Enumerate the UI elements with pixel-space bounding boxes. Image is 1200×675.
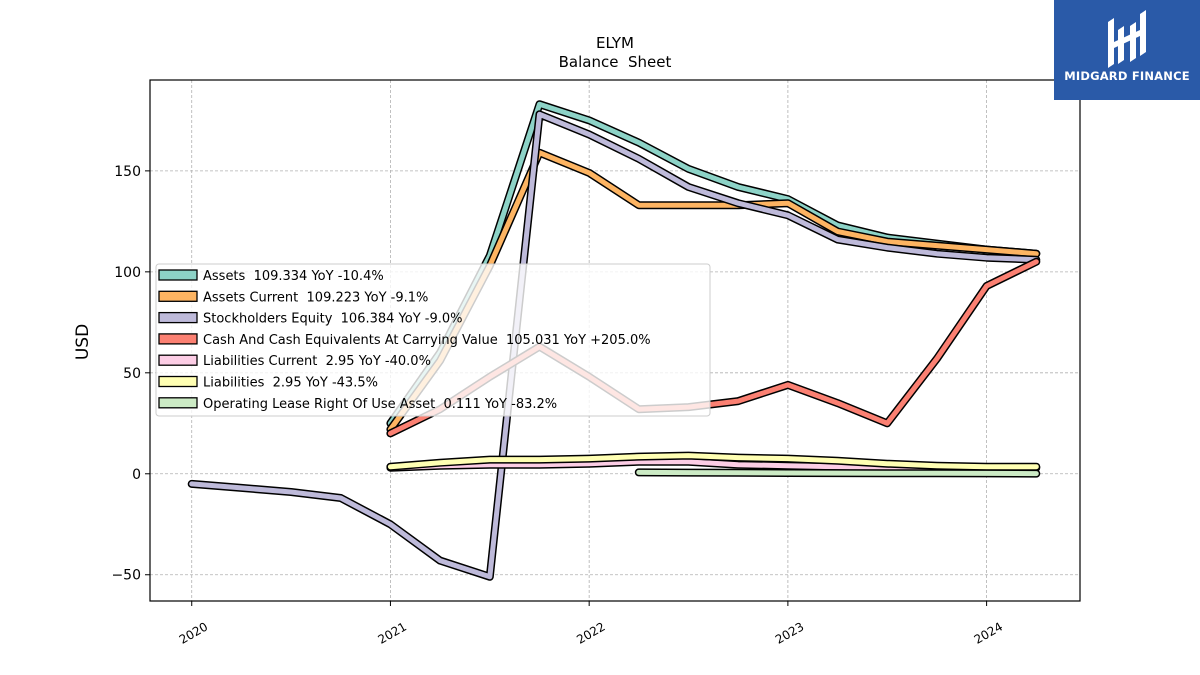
series-stroke [387,150,1039,432]
legend-label: Stockholders Equity 106.384 YoY -9.0% [203,312,463,327]
series-stroke [189,111,1039,580]
legend-swatch [158,397,198,409]
y-tick-label: 150 [114,164,141,180]
legend-label: Assets Current 109.223 YoY -9.1% [203,290,428,305]
brand-logo: MIDGARD FINANCE [1054,0,1200,100]
y-tick-label: 0 [132,467,141,483]
legend-swatch [158,290,198,302]
chart-title: ELYM [596,34,634,52]
x-tick-label: 2023 [773,619,806,646]
legend-box [155,263,711,417]
legend-swatch [158,311,198,324]
x-tick-label: 2021 [375,619,408,646]
legend-swatch [158,333,198,345]
series-line [386,451,1041,471]
y-tick-label: 50 [123,366,141,382]
series-line [634,468,1041,478]
plot-frame [149,79,1081,602]
series-group [187,100,1041,581]
series-stroke [387,453,1039,470]
x-tick-label: 2024 [972,619,1005,646]
y-tick-label: −50 [111,568,141,584]
legend-label: Assets 109.334 YoY -10.4% [203,269,384,284]
series-line [187,110,1041,581]
x-tick-label: 2020 [177,619,210,646]
y-axis-label: USD [73,324,93,360]
x-tick-label: 2022 [574,619,607,646]
legend-label: Liabilities 2.95 YoY -43.5% [203,376,378,391]
chart-subtitle: Balance Sheet [559,53,672,71]
legend: Assets 109.334 YoY -10.4% Assets Current … [155,263,711,417]
legend-swatch [158,375,198,388]
legend-label: Liabilities Current 2.95 YoY -40.0% [203,354,431,369]
series-line [386,148,1041,434]
brand-name: MIDGARD FINANCE [1064,69,1190,83]
series-stroke [636,469,1039,477]
legend-label: Operating Lease Right Of Use Asset 0.111… [203,397,557,412]
legend-swatch [158,269,198,281]
brand-mark-icon [1108,10,1146,68]
legend-label: Cash And Cash Equivalents At Carrying Va… [203,333,651,348]
legend-swatch [158,354,198,366]
y-tick-label: 100 [114,265,141,281]
